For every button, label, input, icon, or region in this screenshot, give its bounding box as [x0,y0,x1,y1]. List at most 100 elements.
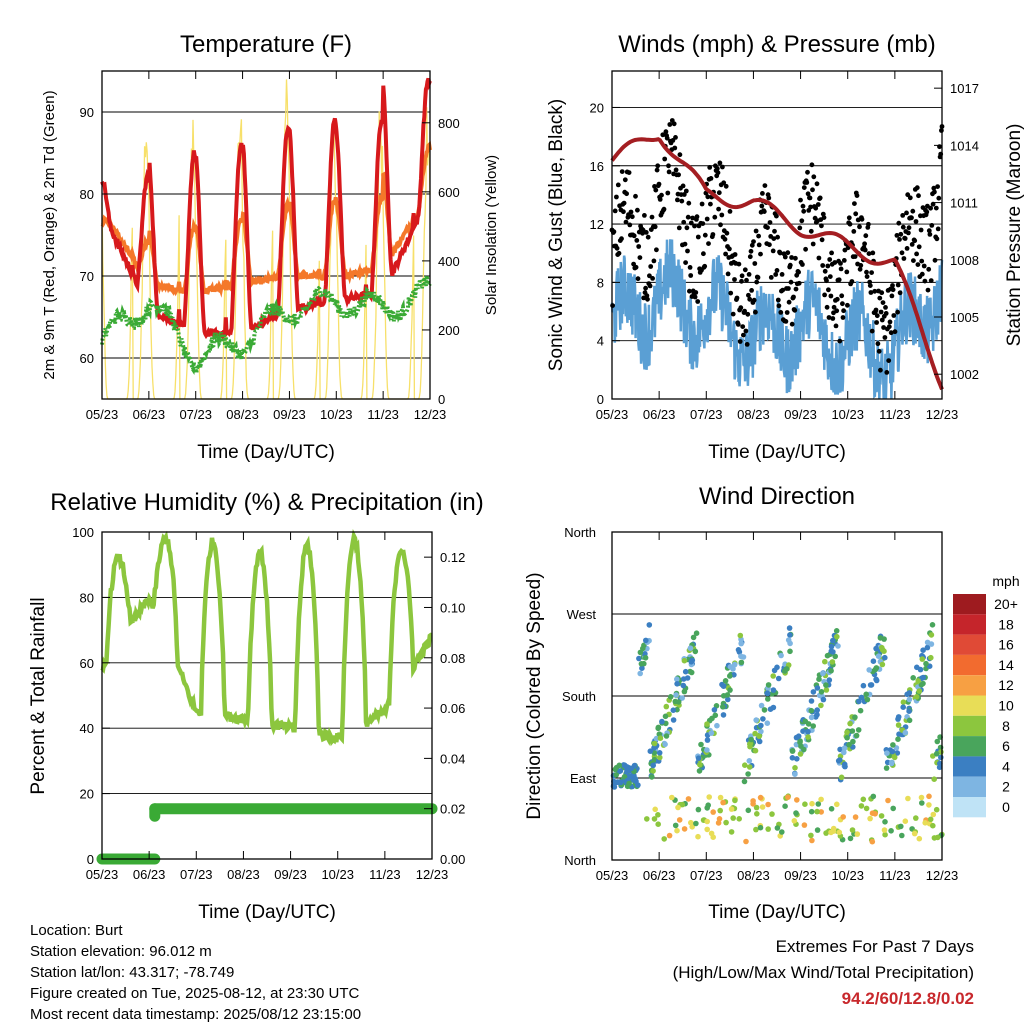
gust-point [840,301,845,307]
gust-point [925,287,931,293]
gust-point [879,317,885,323]
gust-point [663,129,669,135]
gust-point [742,267,748,273]
gust-point [810,241,816,247]
direction-point [720,683,727,689]
station-info: Location: Burt Station elevation: 96.012… [30,920,361,1025]
direction-point [879,661,886,668]
gust-point [819,237,825,243]
direction-point [794,797,800,803]
gust-point [902,236,908,241]
direction-point [643,637,649,644]
direction-point [662,741,668,748]
direction-point [918,794,925,801]
direction-point [670,707,677,713]
gust-point [793,286,799,292]
gust-point [851,229,857,234]
gust-point [832,260,838,265]
gust-point [636,244,642,249]
gust-point [789,321,795,327]
gust-point [809,162,815,168]
gust-point [884,370,890,375]
direction-point [761,707,768,713]
gust-point [900,213,906,218]
direction-point [704,805,710,811]
gust-point [836,277,842,283]
direction-point [727,673,733,679]
wind-ytick-label: 16 [590,159,604,174]
gust-point [866,251,872,256]
gust-point [890,287,896,293]
direction-point [881,827,888,833]
gust-point [751,297,757,303]
rh-title: Relative Humidity (%) & Precipitation (i… [50,489,483,516]
direction-point [615,779,622,785]
direction-point [730,815,736,821]
rh-xtick-label: 05/23 [86,867,119,882]
gust-point [805,191,811,197]
direction-point [867,815,873,822]
direction-point [931,776,937,782]
direction-point [655,821,661,827]
direction-point [808,698,815,704]
gust-point [687,288,692,294]
wind-y2tick-label: 1002 [950,367,979,382]
gust-point [647,283,653,289]
gust-point [622,177,628,183]
direction-point [870,793,877,800]
dir-ytick-label: East [570,771,596,786]
direction-point [930,822,936,829]
gust-point [875,341,881,347]
gust-point [637,255,643,260]
gust-point [858,263,864,268]
direction-point [885,797,891,804]
gust-point [906,225,912,231]
direction-point [720,799,726,806]
gust-point [898,231,904,237]
gust-point [783,319,789,324]
gust-point [817,195,823,201]
direction-point [681,657,688,664]
direction-point [667,694,674,700]
direction-point [792,771,798,777]
direction-point [818,702,824,709]
gust-point [915,262,921,267]
direction-point [710,809,716,815]
legend-swatch [953,634,986,655]
direction-point [933,751,940,757]
direction-point [841,749,847,756]
direction-point [626,780,632,787]
direction-point [789,748,796,754]
direction-point [895,714,902,720]
direction-point [646,622,653,628]
wind-y2tick-label: 1005 [950,310,979,325]
direction-point [919,656,926,662]
gust-point [756,242,762,248]
direction-point [888,828,894,834]
gust-point [728,290,734,296]
direction-point [852,814,859,820]
gust-point [730,311,736,317]
direction-point [918,681,925,688]
gust-point [777,250,783,256]
direction-point [814,808,820,815]
direction-point [765,696,771,702]
gust-point [804,180,810,185]
gust-point [621,209,626,215]
gust-point [889,293,895,299]
direction-point [814,685,821,691]
direction-point [684,675,691,681]
gust-point [629,214,635,220]
direction-point [663,733,670,739]
gust-point [732,252,738,257]
gust-point [878,309,884,315]
dir-xtick-label: 11/23 [879,868,911,883]
direction-point [674,681,680,687]
direction-point [682,668,689,675]
direction-point [758,722,764,729]
direction-point [800,728,806,734]
gust-point [784,310,790,315]
direction-point [785,637,792,643]
direction-point [787,632,793,638]
direction-point [656,750,663,756]
